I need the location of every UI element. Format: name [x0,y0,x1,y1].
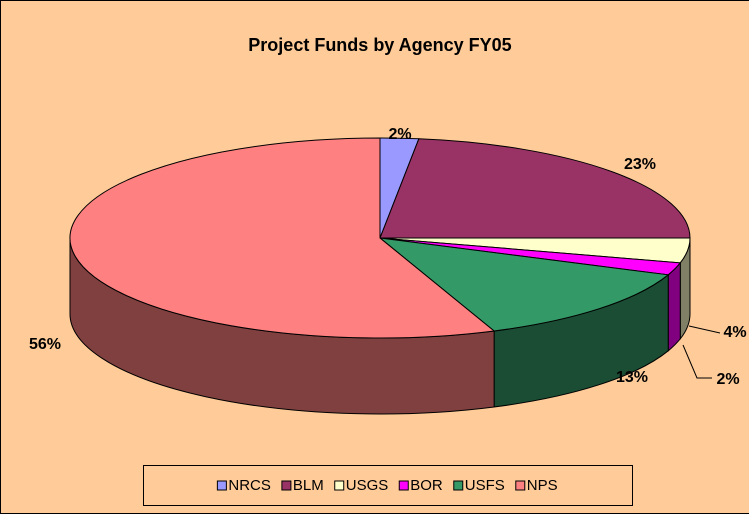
legend-swatch [334,480,345,491]
legend-label: NRCS [228,477,271,494]
slice [379,138,691,239]
data-label: 13% [616,369,648,386]
slice-side [667,261,681,352]
data-label: 2% [388,126,411,143]
leader-line [682,344,712,379]
leader-line [688,325,721,334]
legend-swatch [515,480,526,491]
legend-swatch [281,480,292,491]
legend-swatch [398,480,409,491]
chart-title: Project Funds by Agency FY05 [248,35,511,55]
data-label: 23% [624,156,656,173]
slice [378,237,670,332]
data-label: 56% [29,336,61,353]
legend-label: BLM [293,477,324,494]
legend-swatch [216,480,227,491]
legend-label: USGS [346,477,389,494]
legend-label: USFS [465,477,505,494]
slice [69,137,496,339]
legend-label: NPS [527,477,558,494]
data-label: 2% [716,371,739,388]
legend-swatch [453,480,464,491]
legend-label: BOR [410,477,443,494]
data-label: 4% [723,324,746,341]
